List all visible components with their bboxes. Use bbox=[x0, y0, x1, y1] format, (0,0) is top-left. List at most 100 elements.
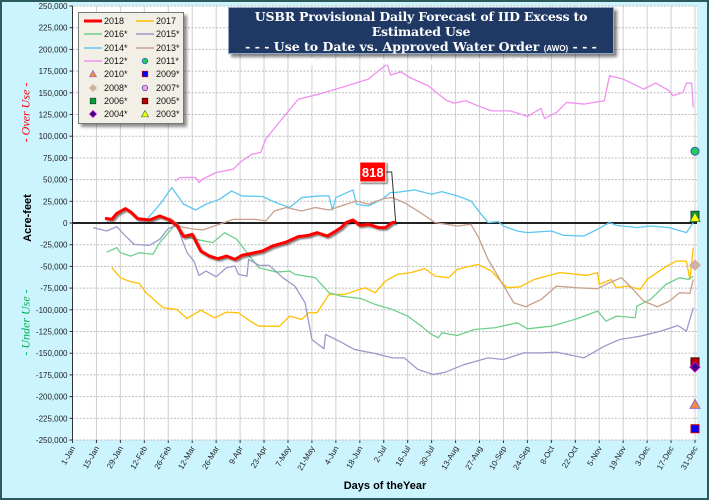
legend-label: 2004* bbox=[104, 109, 128, 120]
x-tick-label: 31-Dec bbox=[679, 445, 700, 472]
legend-swatch bbox=[89, 110, 97, 119]
legend-label: 2018 bbox=[104, 16, 125, 26]
x-tick-label: 24-Sep bbox=[511, 444, 532, 471]
legend-swatch bbox=[141, 71, 149, 78]
legend-label: 2008* bbox=[104, 82, 128, 93]
y-tick-label: 0 bbox=[63, 219, 68, 228]
marker-2004 bbox=[689, 361, 701, 373]
x-tick-label: 13-Aug bbox=[440, 445, 461, 472]
y-tick-label: 125,000 bbox=[39, 111, 68, 120]
y-tick-label: -175,000 bbox=[36, 371, 68, 380]
y-tick-label: -25,000 bbox=[40, 241, 68, 250]
legend-item: 2008* bbox=[83, 82, 128, 94]
legend-label: 2010* bbox=[104, 69, 128, 80]
y-tick-label: 250,000 bbox=[39, 2, 68, 11]
y-tick-label: -125,000 bbox=[36, 328, 68, 337]
y-tick-label: 50,000 bbox=[43, 176, 68, 185]
legend-label: 2009* bbox=[156, 69, 180, 80]
marker-2009 bbox=[690, 424, 700, 434]
x-tick-label: 17-Dec bbox=[655, 445, 676, 472]
title-line-2: - - - Use to Date vs. Approved Water Ord… bbox=[229, 39, 613, 56]
legend-marker bbox=[141, 84, 149, 91]
legend-marker bbox=[89, 97, 97, 104]
title-awo: (AWO) bbox=[543, 44, 569, 53]
x-tick-label: 9-Apr bbox=[227, 444, 245, 466]
y-tick-label: -75,000 bbox=[40, 284, 68, 293]
x-tick-label: 3-Dec bbox=[633, 445, 651, 468]
legend-label: 2013* bbox=[156, 42, 180, 53]
annotation-label: 818 bbox=[362, 165, 384, 180]
y-tick-label: 75,000 bbox=[43, 154, 68, 163]
legend-label: 2014* bbox=[104, 42, 128, 53]
legend-swatch bbox=[141, 84, 149, 91]
legend-swatch bbox=[84, 46, 102, 49]
x-tick-label: 26-Mar bbox=[200, 444, 221, 471]
title-line-2-end: - - - bbox=[568, 39, 597, 54]
legend-item: 2007* bbox=[135, 82, 180, 94]
y-tick-label: 150,000 bbox=[39, 89, 68, 98]
x-tick-label: 12-Feb bbox=[129, 444, 150, 471]
series-line-2018 bbox=[104, 207, 396, 261]
y-axis-title: Acre-feet bbox=[22, 194, 34, 242]
legend-label: 2016* bbox=[104, 29, 128, 40]
x-tick-label: 5-Nov bbox=[585, 445, 603, 468]
legend-marker bbox=[89, 110, 97, 119]
x-tick-label: 1-Jan bbox=[59, 445, 77, 467]
series-line-2014 bbox=[147, 186, 694, 237]
x-tick-label: 21-May bbox=[296, 445, 317, 473]
y-tick-label: -150,000 bbox=[36, 349, 68, 358]
x-tick-label: 30-Jul bbox=[418, 444, 437, 468]
title-line-1: USBR Provisional Daily Forecast of IID E… bbox=[254, 9, 588, 39]
title-line-3: with EOY Final Decree Accounting* as of … bbox=[294, 57, 548, 68]
x-tick-label: 12-Mar bbox=[176, 444, 197, 471]
legend-marker bbox=[140, 109, 150, 118]
y-tick-label: -200,000 bbox=[36, 393, 68, 402]
legend-label: 2015* bbox=[156, 29, 180, 40]
legend-item: 2009* bbox=[135, 68, 180, 80]
legend-item: 2018 bbox=[83, 15, 124, 27]
legend-marker bbox=[141, 57, 149, 65]
legend-swatch bbox=[88, 69, 98, 78]
x-tick-label: 23-Apr bbox=[249, 444, 269, 470]
legend-item: 2004* bbox=[83, 108, 128, 120]
x-tick-label: 4-Jun bbox=[323, 445, 341, 467]
x-tick-label: 15-Jan bbox=[81, 445, 101, 471]
legend-item: 2016* bbox=[83, 28, 128, 40]
legend-swatch bbox=[84, 19, 102, 23]
legend-swatch bbox=[84, 33, 102, 36]
under-use-label: - Under Use - bbox=[18, 289, 33, 356]
y-tick-label: -225,000 bbox=[36, 414, 68, 423]
marker-2011 bbox=[690, 146, 700, 156]
legend-swatch bbox=[141, 97, 149, 104]
y-tick-label: 175,000 bbox=[39, 67, 68, 76]
legend-item: 2012* bbox=[83, 55, 128, 67]
y-tick-label: 225,000 bbox=[39, 24, 68, 33]
y-tick-label: -100,000 bbox=[36, 306, 68, 315]
x-tick-label: 10-Sep bbox=[488, 444, 509, 471]
legend-label: 2012* bbox=[104, 55, 128, 66]
legend-label: 2017 bbox=[156, 16, 177, 26]
over-use-label: - Over Use - bbox=[18, 82, 33, 143]
annotation-box bbox=[359, 161, 387, 183]
y-tick-label: 200,000 bbox=[39, 45, 68, 54]
legend: 2018 2017 2016* 2015* 2014* 2013* 2012* 2011* 20… bbox=[78, 12, 184, 124]
legend-item: 2005* bbox=[135, 95, 180, 107]
legend-label: 2007* bbox=[156, 82, 180, 93]
legend-item: 2010* bbox=[83, 68, 128, 80]
x-tick-label: 16-Jul bbox=[394, 444, 413, 468]
legend-swatch bbox=[84, 60, 102, 62]
x-tick-label: 29-Jan bbox=[105, 445, 125, 471]
marker-2010 bbox=[689, 398, 701, 409]
legend-swatch bbox=[140, 109, 150, 118]
legend-item: 2011* bbox=[135, 55, 179, 67]
marker-2003 bbox=[689, 211, 701, 222]
legend-label: 2003* bbox=[156, 109, 180, 120]
legend-marker bbox=[88, 69, 98, 78]
y-tick-label: 100,000 bbox=[39, 132, 68, 141]
x-tick-label: 2-Jul bbox=[372, 444, 389, 464]
x-tick-label: 18-Jun bbox=[345, 445, 365, 471]
legend-item: 2015* bbox=[135, 28, 180, 40]
legend-swatch bbox=[136, 33, 154, 36]
x-axis-title: Days of theYear bbox=[343, 480, 427, 492]
legend-item: 2003* bbox=[135, 108, 180, 120]
